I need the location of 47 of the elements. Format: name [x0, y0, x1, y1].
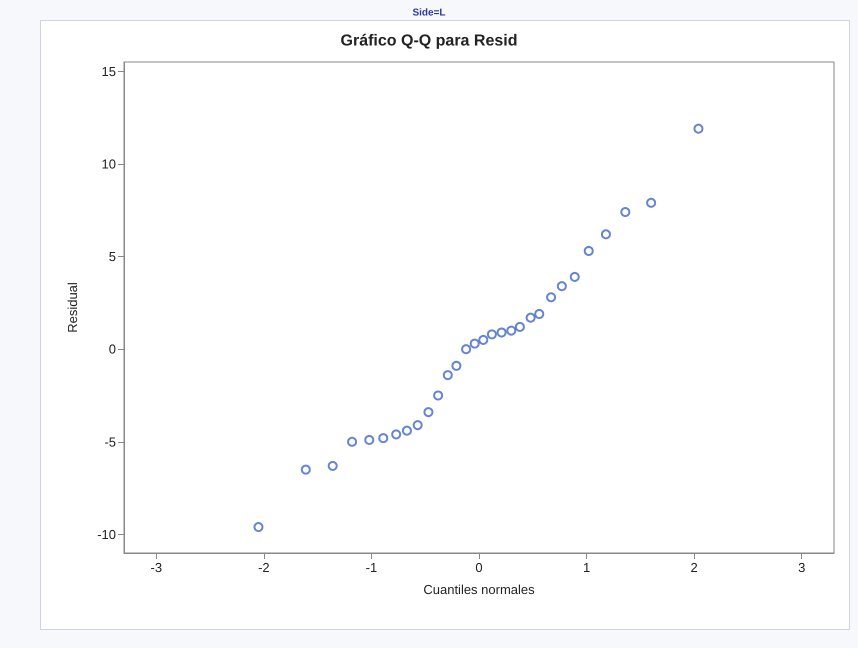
- y-tick-label: 15: [102, 64, 116, 79]
- point: [646, 198, 656, 208]
- x-tick-label: 2: [690, 560, 698, 575]
- point: [693, 124, 704, 134]
- point: [253, 522, 264, 532]
- x-tick-label: 1: [582, 560, 590, 575]
- point: [391, 429, 402, 440]
- y-tick-label: -5: [104, 434, 116, 450]
- point: [584, 246, 594, 256]
- point: [328, 460, 338, 471]
- point: [496, 328, 507, 338]
- point: [486, 329, 497, 340]
- y-tick-label: 10: [102, 156, 116, 172]
- point: [600, 229, 611, 240]
- x-tick-label: -1: [366, 560, 378, 575]
- point: [478, 334, 488, 345]
- point: [514, 322, 525, 332]
- x-axis-title: Cuantiles normales: [423, 582, 536, 597]
- point: [506, 326, 516, 336]
- point: [412, 420, 423, 430]
- point: [451, 360, 462, 371]
- point: [442, 370, 453, 380]
- point: [620, 207, 630, 218]
- point: [570, 272, 580, 282]
- point: [378, 433, 388, 444]
- x-tick-label: -3: [150, 560, 162, 575]
- y-axis-title: Residual: [65, 282, 80, 333]
- point: [556, 281, 567, 292]
- chart-title: Gráfico Q-Q para Resid: [340, 32, 518, 50]
- point: [534, 308, 544, 319]
- x-tick-label: 0: [475, 560, 483, 575]
- point: [433, 390, 444, 401]
- y-tick-label: 0: [108, 342, 116, 357]
- y-tick-label: -10: [97, 526, 116, 542]
- x-tick-label: 3: [798, 560, 806, 575]
- text: Side=L: [412, 8, 446, 18]
- point: [526, 312, 536, 323]
- x-tick-label: -2: [258, 560, 270, 575]
- point: [470, 338, 480, 349]
- point: [423, 407, 434, 418]
- point: [347, 436, 358, 447]
- point: [546, 292, 556, 302]
- y-tick-label: 5: [108, 249, 116, 264]
- point: [364, 434, 374, 445]
- point: [461, 344, 472, 354]
- point: [300, 464, 311, 475]
- point: [402, 426, 412, 436]
